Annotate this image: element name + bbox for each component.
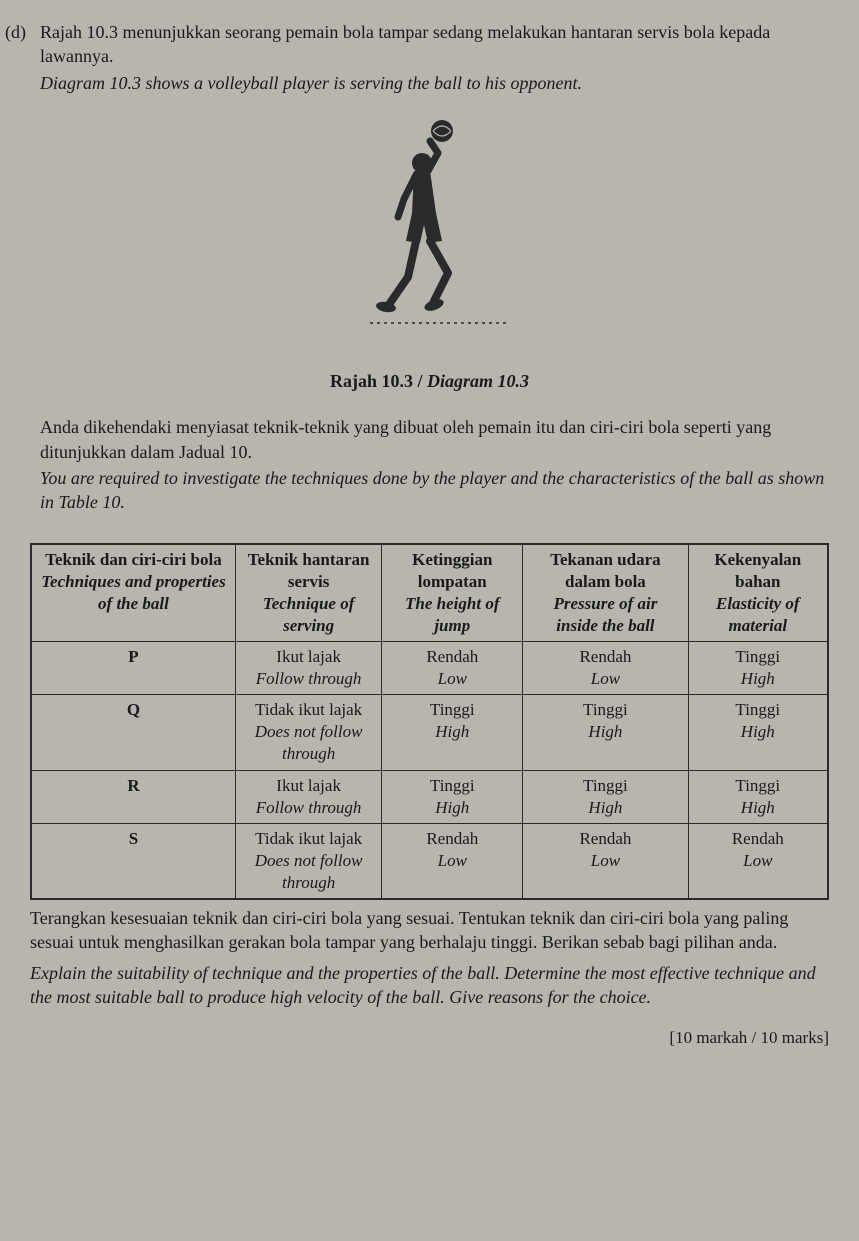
table-row: Q Tidak ikut lajakDoes not follow throug… [31, 695, 828, 770]
question-text-ms: Rajah 10.3 menunjukkan seorang pemain bo… [40, 20, 829, 69]
question-label: (d) [5, 20, 26, 44]
volleyball-player-icon [330, 113, 530, 353]
figure-caption: Rajah 10.3 / Diagram 10.3 [30, 369, 829, 393]
instruction-en: You are required to investigate the tech… [40, 466, 829, 515]
col-header-1: Teknik hantaran servis Technique of serv… [235, 544, 381, 642]
row-key: R [31, 770, 235, 823]
closing-ms: Terangkan kesesuaian teknik dan ciri-cir… [30, 906, 829, 955]
table-row: P Ikut lajakFollow through RendahLow Ren… [31, 642, 828, 695]
instruction-ms: Anda dikehendaki menyiasat teknik-teknik… [40, 415, 829, 464]
figure-container [30, 113, 829, 359]
caption-en: Diagram 10.3 [427, 371, 529, 391]
table-row: R Ikut lajakFollow through TinggiHigh Ti… [31, 770, 828, 823]
marks-label: [10 markah / 10 marks] [30, 1027, 829, 1050]
row-key: S [31, 823, 235, 899]
col-header-2: Ketinggian lompatan The height of jump [382, 544, 523, 642]
comparison-table: Teknik dan ciri-ciri bola Techniques and… [30, 543, 829, 900]
closing-en: Explain the suitability of technique and… [30, 961, 829, 1010]
question-block: (d) Rajah 10.3 menunjukkan seorang pemai… [30, 20, 829, 95]
caption-ms: Rajah 10.3 / [330, 371, 427, 391]
row-key: P [31, 642, 235, 695]
question-text-en: Diagram 10.3 shows a volleyball player i… [40, 71, 829, 95]
table-header-row: Teknik dan ciri-ciri bola Techniques and… [31, 544, 828, 642]
col-header-0: Teknik dan ciri-ciri bola Techniques and… [31, 544, 235, 642]
col-header-3: Tekanan udara dalam bola Pressure of air… [523, 544, 688, 642]
row-key: Q [31, 695, 235, 770]
table-row: S Tidak ikut lajakDoes not follow throug… [31, 823, 828, 899]
table-body: P Ikut lajakFollow through RendahLow Ren… [31, 642, 828, 899]
col-header-4: Kekenyalan bahan Elasticity of material [688, 544, 828, 642]
